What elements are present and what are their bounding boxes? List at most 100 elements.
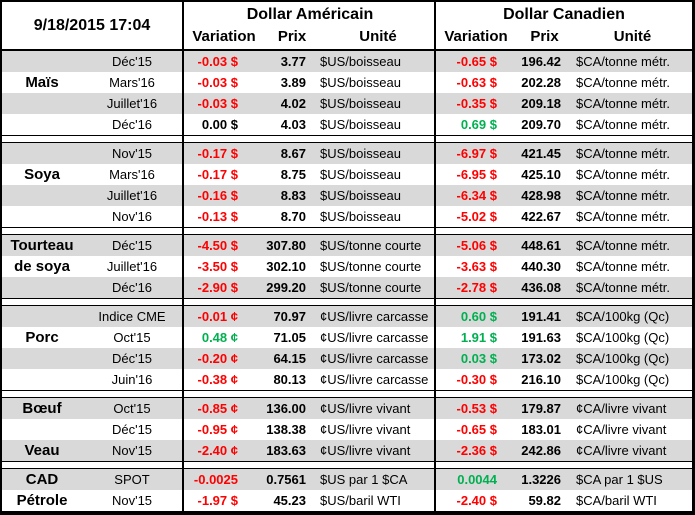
commodity-label: Veau: [24, 442, 60, 459]
us-variation-value: -0.85 ¢: [197, 401, 238, 416]
us-price-value: 3.89: [280, 75, 306, 90]
contract-month: Mars'16: [109, 75, 155, 90]
us-unit-header: Unité: [359, 28, 397, 45]
ca-dollar-title: Dollar Canadien: [503, 6, 625, 23]
us-unit-value: $US/boisseau: [320, 167, 401, 182]
commodity-label: [2, 185, 82, 206]
us-variation-value: -0.17 $: [197, 146, 238, 161]
us-price-value: 45.23: [273, 493, 306, 508]
us-unit-value: $US/boisseau: [320, 209, 401, 224]
contract-month: Déc'15: [111, 54, 153, 69]
ca-variation-value: -6.95 $: [456, 167, 497, 182]
us-unit-value: $US/tonne courte: [320, 259, 422, 274]
us-variation-value: -1.97 $: [197, 493, 238, 508]
us-price-value: 183.63: [266, 443, 306, 458]
ca-price-value: 440.30: [521, 259, 561, 274]
ca-variation-value: 0.60 $: [460, 309, 497, 324]
section-divider-mid: [434, 2, 436, 511]
us-unit-value: $US/boisseau: [320, 75, 401, 90]
currency-header-row: Dollar Américain Dollar Canadien: [2, 2, 692, 27]
timestamp: 9/18/2015 17:04: [33, 16, 151, 34]
table-row: Nov'16 -0.13 $ 8.70 $US/boisseau -5.02 $…: [2, 206, 692, 227]
us-unit-value: $US/boisseau: [320, 54, 401, 69]
us-variation-value: -2.40 ¢: [197, 443, 238, 458]
contract-month: Mars'16: [109, 167, 155, 182]
ca-variation-value: 1.91 $: [460, 330, 497, 345]
us-variation-value: -0.0025: [193, 472, 238, 487]
ca-unit-value: ¢CA/livre vivant: [576, 422, 667, 437]
contract-month: Juillet'16: [106, 96, 158, 111]
us-variation-value: -0.16 $: [197, 188, 238, 203]
us-price-value: 138.38: [266, 422, 306, 437]
us-unit-value: $US/tonne courte: [320, 238, 422, 253]
commodity-label: CAD: [25, 471, 59, 488]
ca-unit-value: $CA/tonne métr.: [576, 75, 670, 90]
ca-price-value: 191.41: [521, 309, 561, 324]
ca-variation-value: -0.65 $: [456, 422, 497, 437]
us-variation-value: 0.00 $: [201, 117, 238, 132]
table-row: Déc'15 -0.03 $ 3.77 $US/boisseau -0.65 $…: [2, 51, 692, 72]
ca-variation-value: -6.97 $: [456, 146, 497, 161]
us-price-value: 8.67: [280, 146, 306, 161]
commodity-label: [2, 348, 82, 369]
us-unit-value: $US/boisseau: [320, 117, 401, 132]
ca-price-value: 428.98: [521, 188, 561, 203]
ca-variation-value: 0.0044: [457, 472, 497, 487]
us-variation-value: -0.03 $: [197, 54, 238, 69]
ca-variation-value: -0.63 $: [456, 75, 497, 90]
contract-month: Déc'16: [111, 117, 153, 132]
us-price-value: 299.20: [266, 280, 306, 295]
ca-unit-header: Unité: [613, 28, 652, 45]
us-dollar-title: Dollar Américain: [246, 6, 374, 23]
commodity-label: [2, 143, 82, 164]
ca-price-value: 242.86: [521, 443, 561, 458]
ca-unit-value: $CA/tonne métr.: [576, 54, 670, 69]
ca-variation-value: -2.40 $: [456, 493, 497, 508]
commodity-label: Pétrole: [16, 492, 68, 509]
ca-variation-value: -3.63 $: [456, 259, 497, 274]
us-variation-value: 0.48 ¢: [201, 330, 238, 345]
table-row: CAD SPOT -0.0025 0.7561 $US par 1 $CA 0.…: [2, 469, 692, 490]
ca-price-value: 191.63: [521, 330, 561, 345]
us-variation-value: -2.90 $: [197, 280, 238, 295]
ca-price-value: 209.18: [521, 96, 561, 111]
us-variation-value: -0.17 $: [197, 167, 238, 182]
us-price-value: 8.70: [280, 209, 306, 224]
us-variation-value: -0.20 ¢: [197, 351, 238, 366]
ca-price-value: 1.3226: [521, 472, 561, 487]
section-gap: [2, 135, 692, 143]
ca-variation-value: 0.69 $: [460, 117, 497, 132]
commodity-label: [2, 114, 82, 135]
section-divider-left: [182, 2, 184, 511]
contract-month: Déc'15: [111, 351, 153, 366]
us-price-value: 302.10: [266, 259, 306, 274]
us-price-value: 4.03: [280, 117, 306, 132]
ca-variation-value: -6.34 $: [456, 188, 497, 203]
commodity-label: [2, 51, 82, 72]
ca-variation-value: -2.36 $: [456, 443, 497, 458]
us-variation-header: Variation: [192, 28, 256, 45]
contract-month: SPOT: [114, 472, 150, 487]
us-variation-value: -3.50 $: [197, 259, 238, 274]
ca-price-value: 209.70: [521, 117, 561, 132]
us-unit-value: $US/boisseau: [320, 188, 401, 203]
section-gap: [2, 390, 692, 398]
us-variation-value: -0.95 ¢: [197, 422, 238, 437]
us-unit-value: ¢US/livre carcasse: [320, 330, 429, 345]
ca-variation-value: -5.06 $: [456, 238, 497, 253]
ca-price-value: 59.82: [528, 493, 561, 508]
column-header-row: Variation Prix Unité Variation Prix Unit…: [2, 27, 692, 49]
us-unit-value: $US/boisseau: [320, 146, 401, 161]
contract-month: Nov'15: [111, 443, 153, 458]
commodity-label: Bœuf: [22, 400, 62, 417]
table-body: Déc'15 -0.03 $ 3.77 $US/boisseau -0.65 $…: [2, 51, 692, 511]
us-price-value: 4.02: [280, 96, 306, 111]
ca-unit-value: $CA/tonne métr.: [576, 280, 670, 295]
section-gap: [2, 298, 692, 306]
table-row: Juillet'16 -0.03 $ 4.02 $US/boisseau -0.…: [2, 93, 692, 114]
ca-price-value: 422.67: [521, 209, 561, 224]
commodity-label: Soya: [24, 166, 60, 183]
contract-month: Déc'15: [111, 422, 153, 437]
ca-price-value: 196.42: [521, 54, 561, 69]
